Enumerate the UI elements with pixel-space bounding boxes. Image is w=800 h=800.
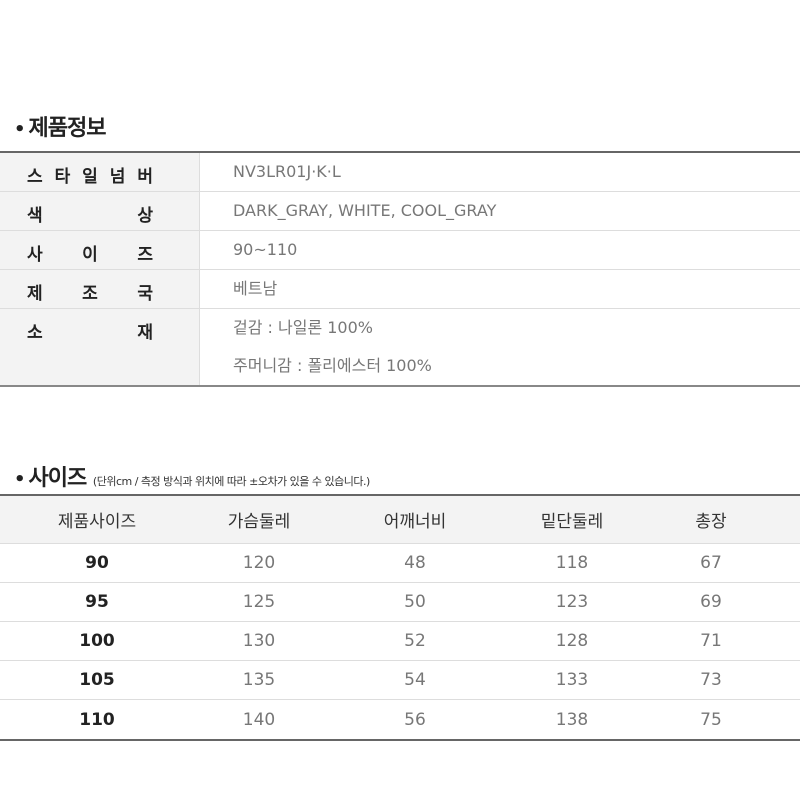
size-cell: 71: [700, 631, 722, 651]
label-char: 조: [82, 284, 98, 304]
size-cell: 52: [404, 631, 426, 651]
size-cell: 56: [404, 709, 426, 730]
label-char: 스: [27, 167, 43, 187]
size-cell: 67: [700, 553, 722, 573]
size-cell: 125: [242, 592, 276, 612]
label-char: 버: [137, 167, 153, 187]
info-row: 제 조 국 베트남: [0, 270, 800, 309]
size-cell: 95: [85, 592, 109, 612]
heading-text: 제품정보: [28, 116, 107, 141]
size-heading: • 사이즈 (단위cm / 측정 방식과 위치에 따라 ±오차가 있을 수 있습니…: [14, 466, 370, 491]
info-row: 스 타 일 넘 버 NV3LR01J·K·L: [0, 153, 800, 192]
size-cell: 54: [404, 670, 426, 690]
size-cell: 135: [242, 670, 276, 690]
label-char: 재: [137, 323, 153, 343]
info-value: NV3LR01J·K·L: [200, 153, 341, 191]
info-row: 색 상 DARK_GRAY, WHITE, COOL_GRAY: [0, 192, 800, 231]
value-line: NV3LR01J·K·L: [233, 162, 341, 181]
size-header-row: 제품사이즈 가슴둘레 어깨너비 밑단둘레 총장: [0, 496, 800, 544]
label-char: 국: [137, 284, 153, 304]
value-line: 주머니감 : 폴리에스터 100%: [233, 356, 432, 375]
info-value: DARK_GRAY, WHITE, COOL_GRAY: [200, 192, 496, 230]
value-line: 90~110: [233, 240, 298, 259]
size-row: 110 140 56 138 75: [0, 700, 800, 739]
label-char: 일: [82, 167, 98, 187]
size-cell: 50: [404, 592, 426, 612]
size-cell: 138: [555, 709, 589, 730]
size-cell: 69: [700, 592, 722, 612]
info-row: 사 이 즈 90~110: [0, 231, 800, 270]
value-line: DARK_GRAY, WHITE, COOL_GRAY: [233, 201, 497, 220]
size-cell: 48: [404, 553, 426, 573]
info-value: 겉감 : 나일론 100% 주머니감 : 폴리에스터 100%: [200, 309, 432, 385]
label-char: 넘: [109, 167, 126, 187]
value-line: 베트남: [233, 279, 278, 298]
size-row: 95 125 50 123 69: [0, 583, 800, 622]
column-header: 가슴둘레: [227, 512, 291, 532]
size-cell: 123: [555, 592, 589, 612]
label-char: 이: [82, 245, 98, 265]
size-cell: 130: [242, 631, 276, 651]
size-note: (단위cm / 측정 방식과 위치에 따라 ±오차가 있을 수 있습니다.): [92, 475, 370, 488]
label-char: 즈: [137, 245, 153, 265]
column-header: 제품사이즈: [57, 512, 137, 532]
info-value: 베트남: [200, 270, 277, 308]
label-char: 사: [27, 245, 43, 265]
size-cell: 120: [242, 553, 276, 573]
size-cell: 133: [555, 670, 589, 690]
value-line: 겉감 : 나일론 100%: [233, 318, 373, 337]
size-cell: 128: [555, 631, 589, 651]
product-info-table: 스 타 일 넘 버 NV3LR01J·K·L 색 상 DARK_GRAY, WHITE, COO…: [0, 151, 800, 387]
size-row: 100 130 52 128 71: [0, 622, 800, 661]
info-row: 소 재 겉감 : 나일론 100% 주머니감 : 폴리에스터 100%: [0, 309, 800, 385]
label-char: 타: [54, 167, 71, 187]
size-table: 제품사이즈 가슴둘레 어깨너비 밑단둘레 총장 90 120 48 118 67 95 125 50 12…: [0, 494, 800, 741]
size-cell: 100: [79, 631, 115, 651]
column-header: 총장: [695, 512, 727, 532]
heading-text: 사이즈: [28, 466, 88, 491]
label-char: 색: [27, 206, 43, 226]
label-char: 상: [137, 206, 153, 226]
size-cell: 75: [700, 709, 722, 730]
info-value: 90~110: [200, 231, 297, 269]
size-cell: 73: [700, 670, 722, 690]
column-header: 밑단둘레: [540, 512, 604, 532]
column-header: 어깨너비: [383, 512, 447, 532]
size-cell: 140: [242, 709, 276, 730]
product-info-heading: • 제품정보: [14, 116, 107, 141]
size-cell: 105: [79, 670, 115, 690]
label-char: 제: [27, 284, 43, 304]
size-cell: 90: [85, 553, 109, 573]
size-row: 90 120 48 118 67: [0, 544, 800, 583]
label-char: 소: [27, 323, 43, 343]
size-cell: 118: [555, 553, 589, 573]
size-row: 105 135 54 133 73: [0, 661, 800, 700]
size-cell: 110: [79, 709, 115, 730]
